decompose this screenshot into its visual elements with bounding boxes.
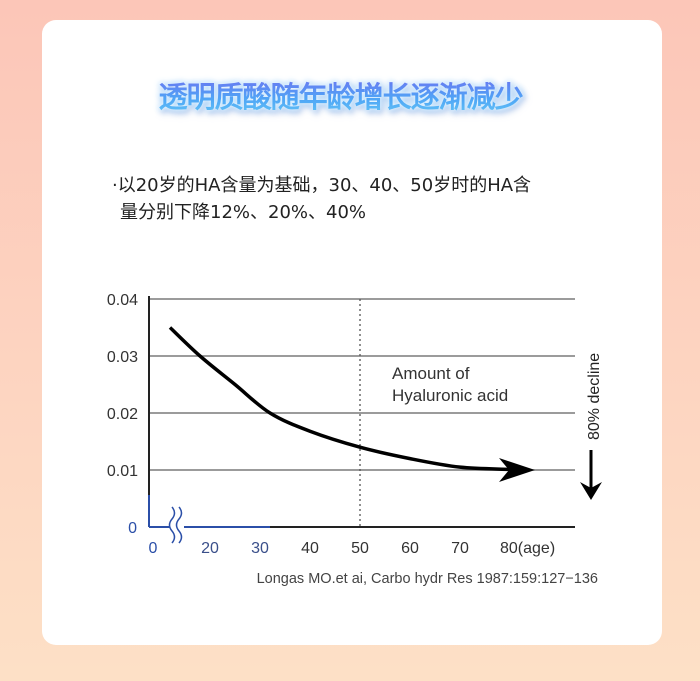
y-tick-label: 0 [128,520,137,537]
y-tick-label: 0.03 [107,349,138,366]
down-arrow-icon [580,450,602,500]
x-tick-label: 0 [149,540,158,557]
source-citation: Longas MO.et ai, Carbo hydr Res 1987:159… [257,571,598,587]
y-tick-label: 0.02 [107,406,138,423]
x-tick-label: 80(age) [500,540,555,557]
decline-label: 80% decline [586,353,603,440]
x-tick-label: 50 [351,540,369,557]
x-tick-label: 20 [201,540,219,557]
x-tick-label: 40 [301,540,319,557]
series-line [168,326,522,472]
y-tick-label: 0.01 [107,463,138,480]
series-label-2: Hyaluronic acid [392,386,508,405]
y-tick-label: 0.04 [107,292,138,309]
description: ·以20岁的HA含量为基础，30、40、50岁时的HA含 量分别下降12%、20… [112,172,602,226]
x-tick-label: 60 [401,540,419,557]
x-tick-label: 70 [451,540,469,557]
x-tick-label: 30 [251,540,269,557]
axis-break-icon [168,506,184,546]
series-label-1: Amount of [392,364,470,383]
description-line-1: 以20岁的HA含量为基础，30、40、50岁时的HA含 [117,175,532,196]
content-card [42,20,662,645]
bullet: · [112,175,118,196]
description-line-2: 量分别下降12%、20%、40% [120,202,367,223]
series-arrowhead [499,458,535,482]
